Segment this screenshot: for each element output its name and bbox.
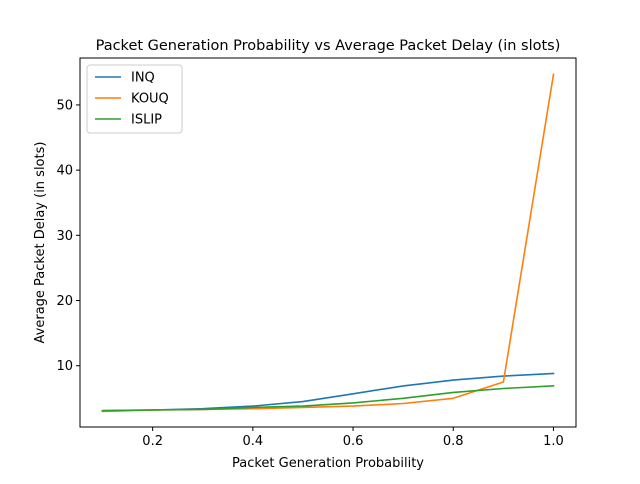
series-line-islip	[101, 385, 555, 412]
x-axis-label: Packet Generation Probability	[232, 456, 424, 471]
y-tick-label: 10	[56, 359, 73, 374]
y-tick-label: 20	[56, 294, 73, 309]
y-tick-label: 30	[56, 229, 73, 244]
x-axis: 0.2 0.4 0.6 0.8 1.0	[142, 427, 564, 449]
axes-frame	[79, 57, 577, 428]
legend-label-islip: ISLIP	[131, 113, 162, 128]
x-tick-label: 1.0	[543, 434, 564, 449]
legend-label-inq: INQ	[131, 71, 155, 86]
plot-area	[101, 73, 555, 413]
x-tick-label: 0.8	[443, 434, 464, 449]
y-tick-label: 50	[56, 98, 73, 113]
x-tick-label: 0.6	[343, 434, 364, 449]
chart-title: Packet Generation Probability vs Average…	[96, 38, 561, 54]
x-tick-label: 0.2	[142, 434, 163, 449]
y-axis-label: Average Packet Delay (in slots)	[33, 142, 48, 344]
x-tick-label: 0.4	[243, 434, 264, 449]
y-axis: 10 20 30 40 50	[56, 98, 80, 374]
y-tick-label: 40	[56, 164, 73, 179]
legend-label-kouq: KOUQ	[131, 92, 169, 107]
legend: INQ KOUQ ISLIP	[86, 64, 183, 134]
legend-box	[86, 64, 183, 134]
